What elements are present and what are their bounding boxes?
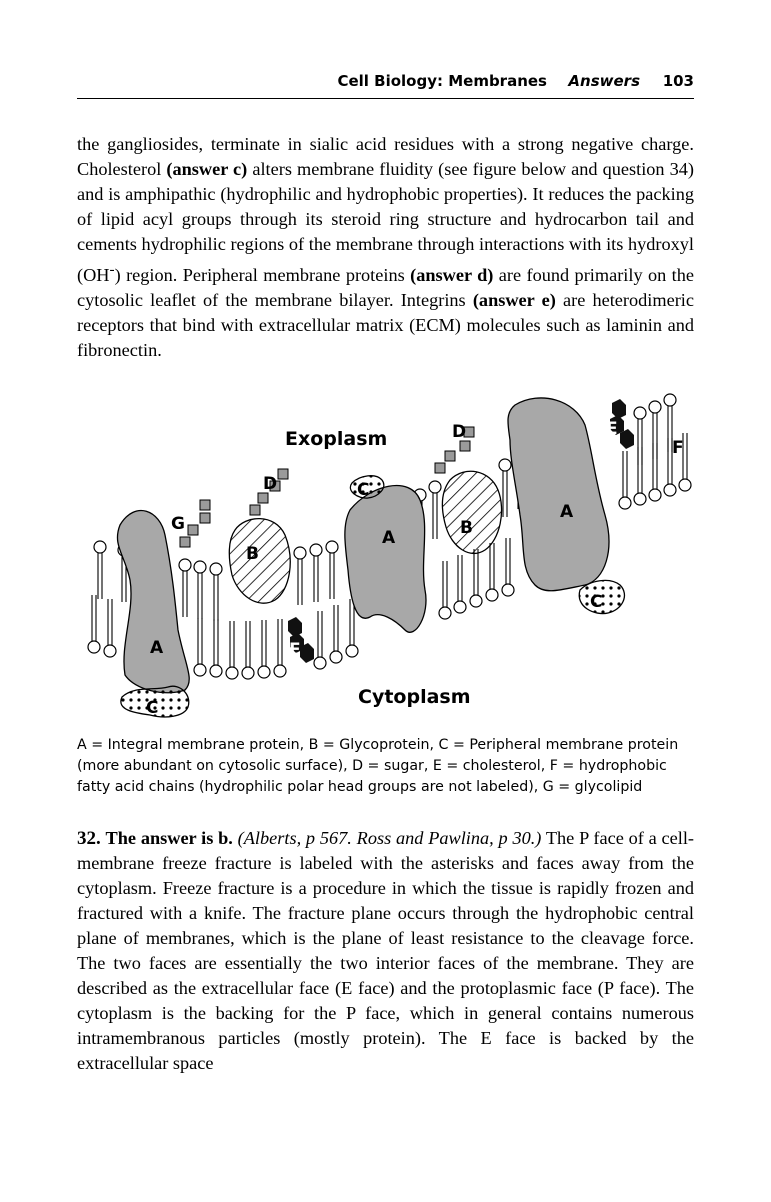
sugar-unit [269,480,281,492]
p1-answer-d: (answer d) [410,265,494,286]
membrane-diagram: Exoplasm Cytoplasm A A A B B C C C D D E… [87,393,692,718]
header-rule [77,98,694,99]
glycoprotein-right [441,470,503,555]
peripheral-protein-top [349,475,385,499]
phospholipid-head [633,492,647,506]
phospholipid-head [438,606,452,620]
cholesterol-lower [288,617,314,663]
peripheral-protein-bottom-right [578,579,625,615]
phospholipid-head [485,588,499,602]
phospholipid-head [209,664,223,678]
exoplasm-label: Exoplasm [285,428,387,450]
sugar-unit [277,468,289,480]
sugar-unit [199,499,211,511]
label-c-top: C [357,480,369,500]
sugar-chains [179,426,475,548]
phospholipid-head [93,540,107,554]
label-a-middle: A [382,528,396,548]
phospholipid-head [257,665,271,679]
sugar-unit [444,450,456,462]
header-section-title: Cell Biology: Membranes [337,72,547,90]
phospholipid-head [498,458,512,472]
phospholipid-head [678,478,692,492]
sugar-unit [434,462,446,474]
phospholipid-head [241,666,255,680]
phospholipid-head [178,558,192,572]
phospholipid-head [273,664,287,678]
lipid-bilayer [87,393,692,680]
phospholipid-head [453,600,467,614]
p1-text-1: the gangliosides, terminate in sialic ac… [77,134,694,179]
sugar-unit [199,512,211,524]
label-g: G [171,514,185,534]
label-b-left: B [246,544,259,564]
running-header: Cell Biology: Membranes Answers 103 [77,72,694,94]
p1-superscript: - [109,261,115,278]
label-d-left: D [263,474,277,494]
label-a-left: A [150,638,164,658]
phospholipid-head [428,480,442,494]
phospholipid-head [501,583,515,597]
p1-text-3: ) region. Peripheral membrane proteins [114,265,411,286]
phospholipid-head [193,663,207,677]
p1-answer-c: (answer c) [166,159,248,179]
answer-lead: The answer is b. [105,828,233,848]
p1-text-5: are heterodimeric receptors that bind wi… [77,290,694,361]
label-e-upper: E [606,419,618,439]
cholesterol-upper [610,399,634,449]
phospholipid-head [225,666,239,680]
peripheral-protein-bottom-left [120,685,190,718]
sugar-unit [463,426,475,438]
label-c-bottom-left: C [146,698,158,718]
sugar-unit [187,524,199,536]
paragraph-1: the gangliosides, terminate in sialic ac… [77,132,694,363]
phospholipid-head [648,488,662,502]
phospholipid-head [618,496,632,510]
phospholipid-head [329,650,343,664]
sugar-unit [249,504,261,516]
phospholipid-head [663,393,677,407]
phospholipid-head [345,644,359,658]
label-c-bottom-right: C [590,592,602,612]
glycoprotein-left [228,518,291,604]
phospholipid-head [293,546,307,560]
question-number: 32. [77,828,101,849]
phospholipid-head [313,656,327,670]
phospholipid-head [663,483,677,497]
page-number: 103 [662,72,694,90]
label-a-right: A [560,502,574,522]
phospholipid-head [87,640,101,654]
sugar-unit [459,440,471,452]
cytoplasm-label: Cytoplasm [358,686,471,708]
answer-text: The P face of a cell-membrane freeze fra… [77,828,695,1073]
answer-references: (Alberts, p 567. Ross and Pawlina, p 30.… [237,828,542,848]
figure-caption: A = Integral membrane protein, B = Glyco… [77,737,679,795]
label-e-lower: E [289,640,301,660]
p1-text-4: are found primarily on the cytosolic lea… [77,265,694,311]
phospholipid-head [469,594,483,608]
sugar-unit [257,492,269,504]
p1-answer-e: (answer e) [472,290,556,311]
p1-text-2: alters membrane fluidity (see figure bel… [77,159,694,286]
integral-protein-left [116,509,190,694]
phospholipid-head [103,644,117,658]
label-d-right: D [452,422,466,442]
integral-protein-middle [344,484,427,633]
phospholipid-head [648,400,662,414]
header-answers-label: Answers [568,72,640,90]
phospholipid-head [325,540,339,554]
sugar-unit [179,536,191,548]
phospholipid-head [193,560,207,574]
phospholipid-head [309,543,323,557]
label-b-right: B [460,518,473,538]
phospholipid-head [633,406,647,420]
label-f: F [672,438,684,458]
integral-protein-right [507,397,610,592]
paragraph-2: 32. The answer is b. (Alberts, p 567. Ro… [77,826,694,1076]
phospholipid-head [209,562,223,576]
